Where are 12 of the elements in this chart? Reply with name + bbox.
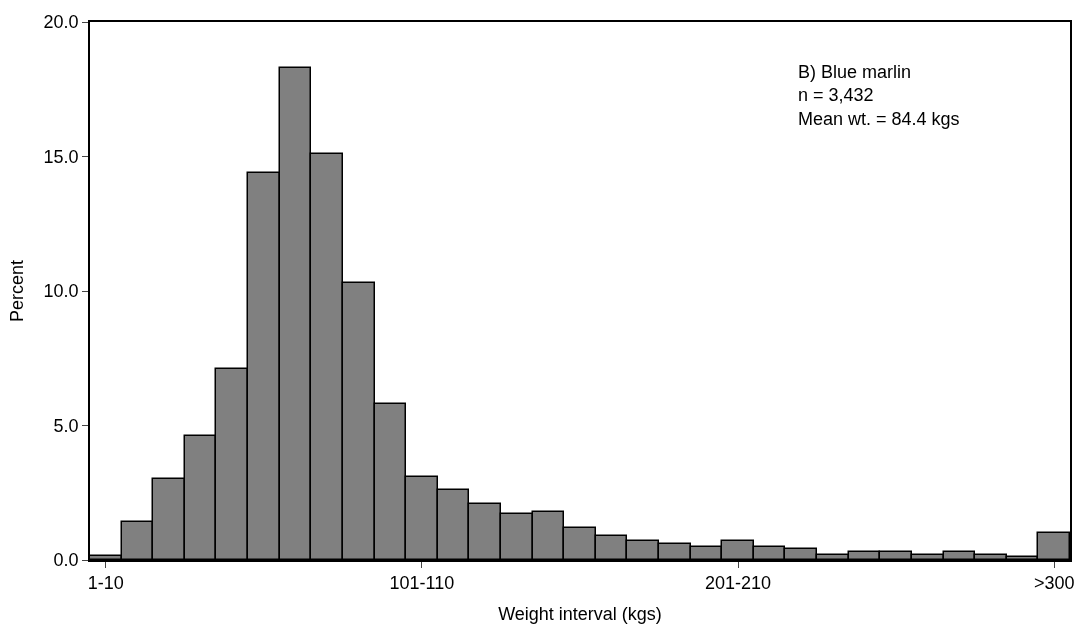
y-tick-label: 20.0 [43, 12, 79, 33]
x-tick-label: >300 [1033, 573, 1075, 594]
x-tick-label: 101-110 [389, 573, 455, 594]
y-tick-label: 10.0 [43, 281, 79, 302]
annotation: B) Blue marlin n = 3,432 Mean wt. = 84.4 kgs [798, 62, 960, 129]
y-tick-label: 0.0 [53, 550, 79, 571]
y-tick-label: 15.0 [43, 146, 79, 167]
x-tick-label: 1-10 [87, 573, 124, 594]
y-tick-label: 5.0 [53, 415, 79, 436]
x-axis-title: Weight interval (kgs) [498, 603, 662, 624]
y-axis-title: Percent [7, 259, 28, 323]
x-tick-label: 201-210 [705, 573, 772, 594]
